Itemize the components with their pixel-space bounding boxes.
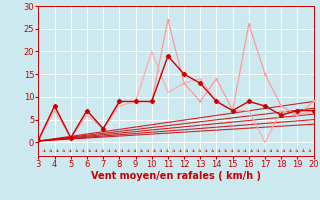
X-axis label: Vent moyen/en rafales ( km/h ): Vent moyen/en rafales ( km/h ) — [91, 171, 261, 181]
